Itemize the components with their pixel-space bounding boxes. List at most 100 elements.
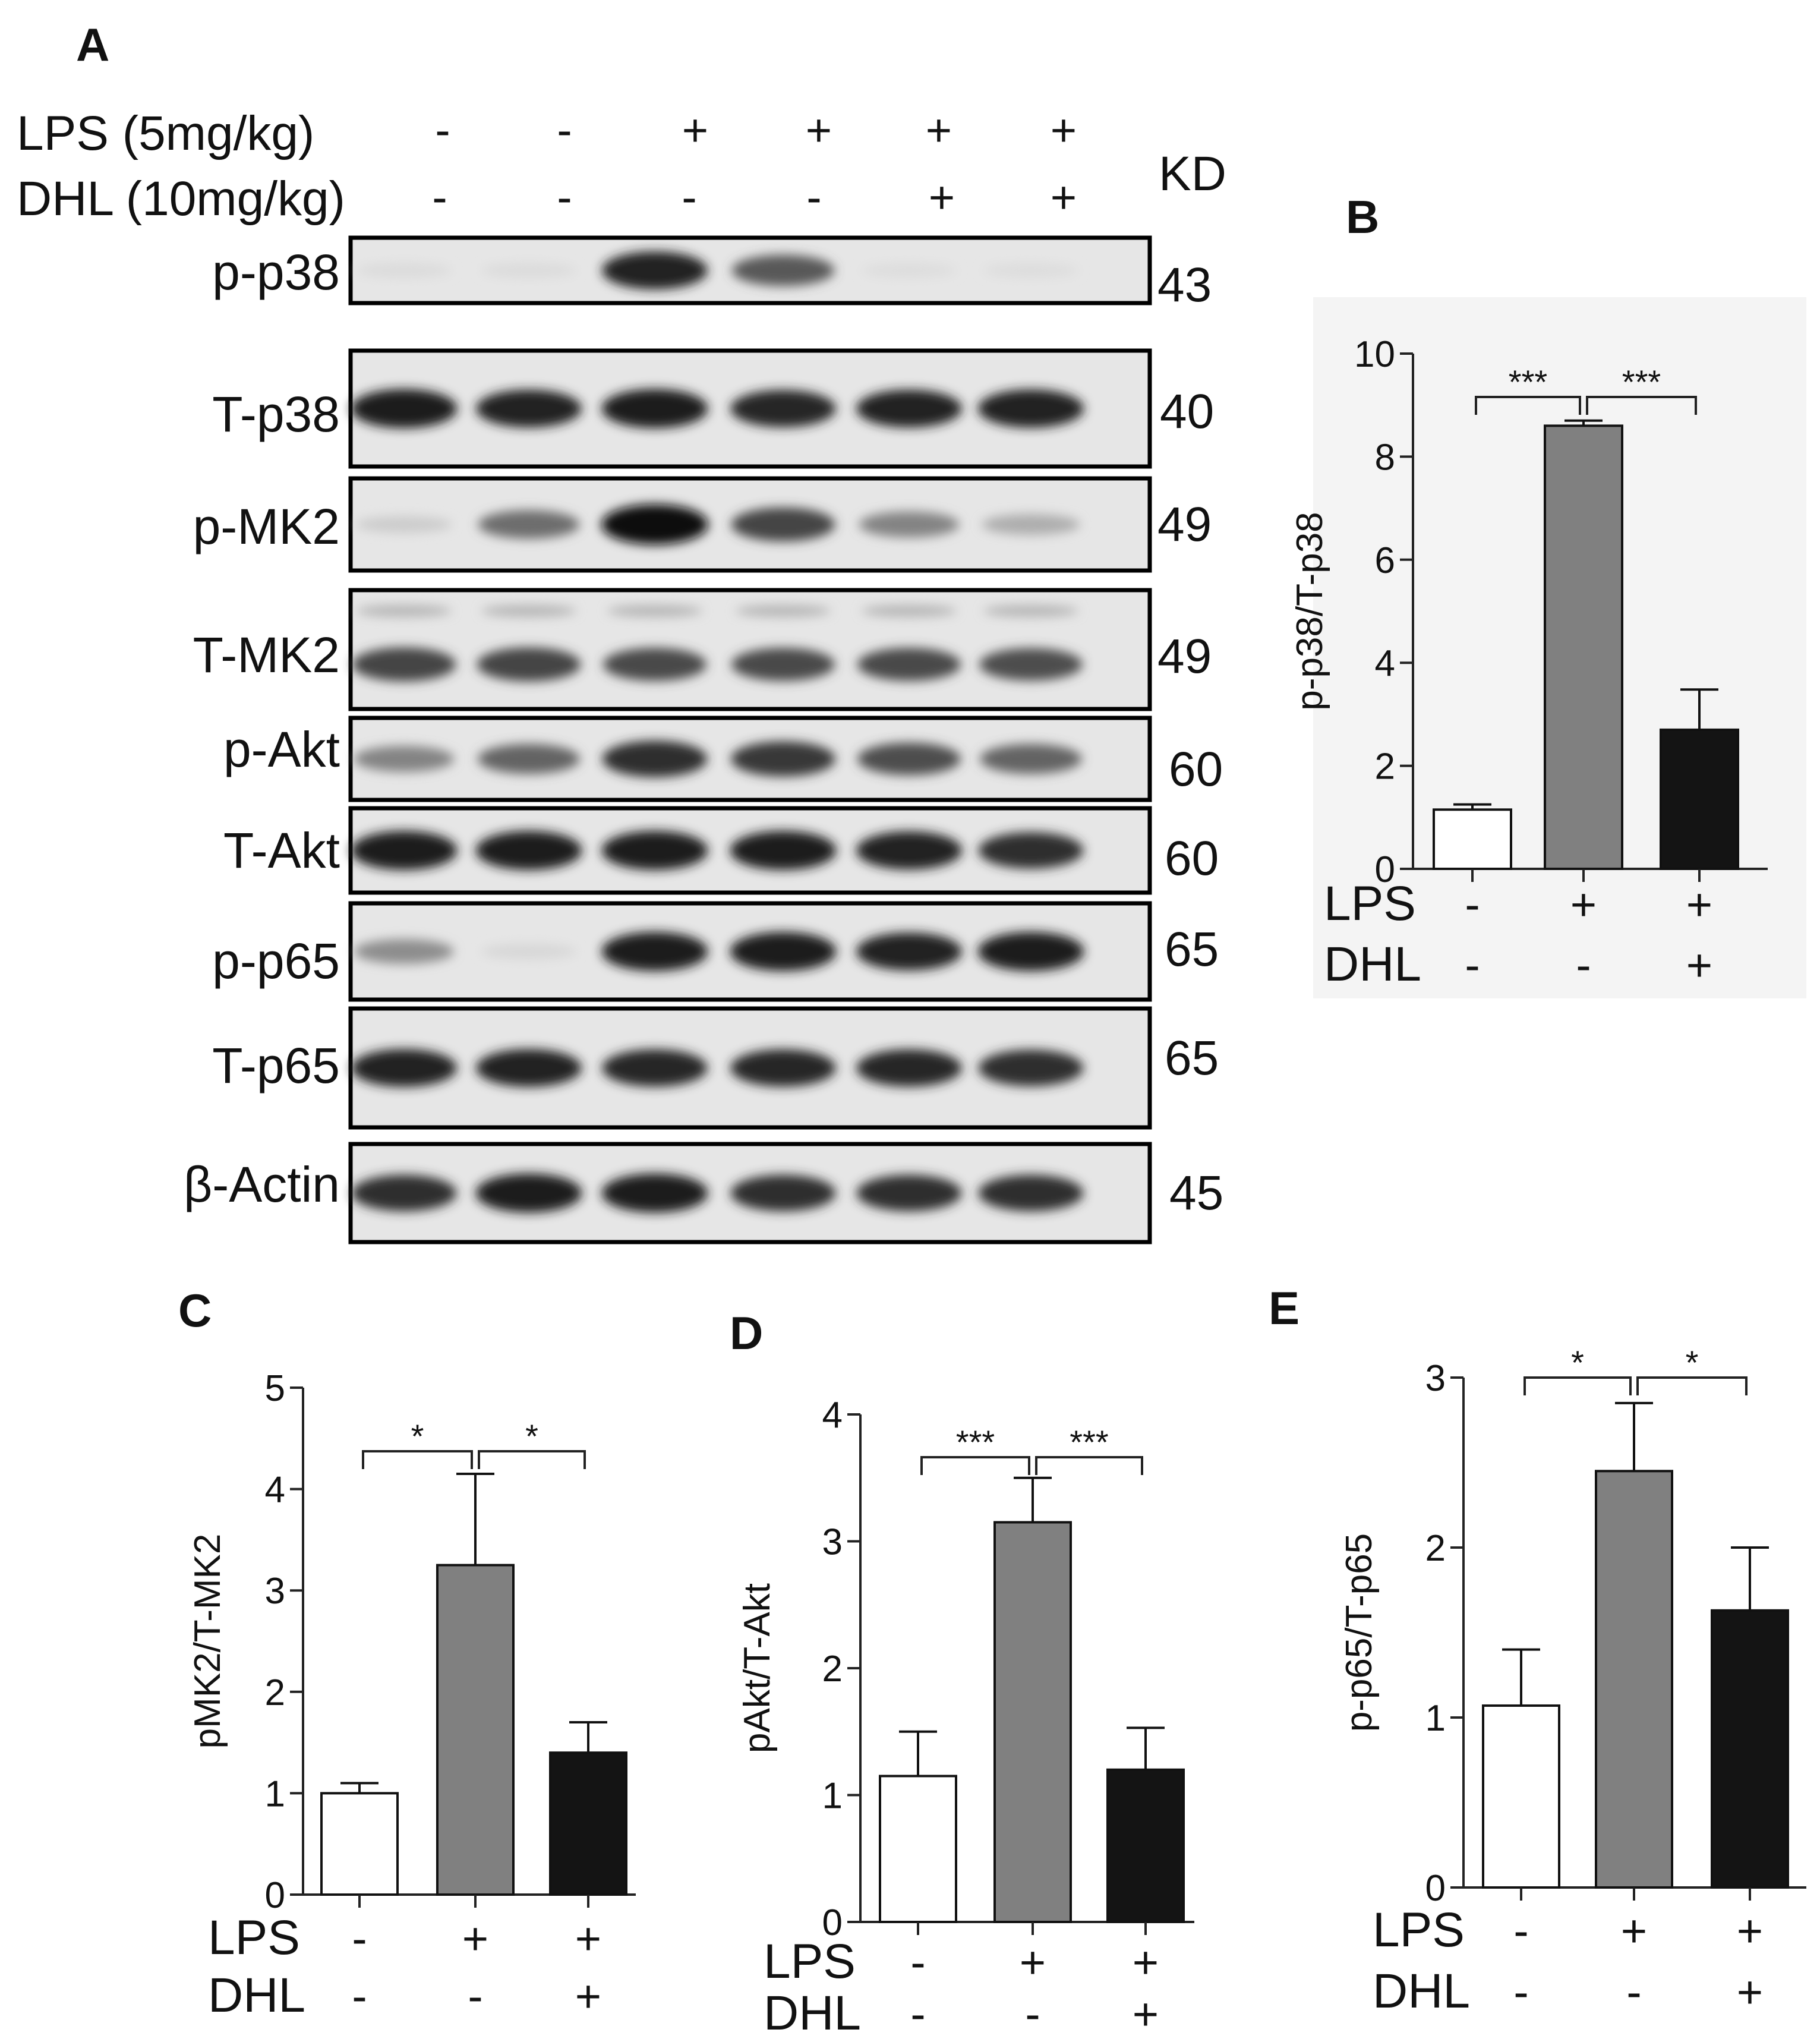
blot-band xyxy=(602,251,708,289)
blot-band xyxy=(978,832,1084,869)
lps-sign: + xyxy=(1737,1906,1763,1956)
significance-label: *** xyxy=(956,1423,995,1461)
y-tick-label: 0 xyxy=(1425,1868,1446,1909)
significance-label: *** xyxy=(1622,363,1661,401)
y-tick-label: 2 xyxy=(1425,1528,1446,1569)
blot-kd: 49 xyxy=(1157,629,1212,683)
blot-band xyxy=(601,389,708,428)
blot-band xyxy=(731,254,835,286)
dhl-row-label: DHL xyxy=(208,1968,305,2022)
significance-bracket xyxy=(1586,396,1697,415)
blot-kd: 45 xyxy=(1169,1166,1223,1220)
blot-band xyxy=(730,1174,836,1212)
blot-band xyxy=(856,389,962,428)
lps-sign: + xyxy=(926,105,952,156)
lps-sign: - xyxy=(910,1937,925,1988)
y-tick-label: 0 xyxy=(1375,849,1395,890)
dhl-sign: + xyxy=(575,1971,601,2022)
dhl-sign: + xyxy=(1051,172,1077,223)
kd-header: KD xyxy=(1159,147,1226,201)
blot-band-upper xyxy=(607,605,702,617)
blot-row: p-MK2 49 xyxy=(193,476,1212,573)
significance-bracket xyxy=(478,1450,586,1469)
blot-band xyxy=(477,647,581,682)
bar xyxy=(1660,728,1739,871)
y-tick-label: 8 xyxy=(1375,437,1395,478)
panel-b-letter: B xyxy=(1346,191,1379,243)
lps-sign: - xyxy=(352,1914,367,1964)
dhl-sign: - xyxy=(806,172,821,223)
blot-band xyxy=(601,1173,708,1213)
lps-sign: - xyxy=(1465,880,1480,930)
lps-row-label: LPS xyxy=(1324,877,1416,931)
blot-band xyxy=(730,390,836,427)
western-blots: p-p38 43T-p38 40p-MK2 49T-MK2 49p-Akt 60T-Akt… xyxy=(184,235,1223,1244)
panel-e-chart: E 0 1 2 3 p-p65/T-p65 - - + - + + LPS DHL * * xyxy=(1269,1282,1806,2018)
blot-band xyxy=(475,1173,582,1213)
blot-label: T-MK2 xyxy=(193,627,340,683)
y-tick-label: 3 xyxy=(1425,1358,1446,1399)
dhl-sign-row: - - - - + + xyxy=(432,172,1077,223)
lps-sign: - xyxy=(557,105,572,156)
blot-band xyxy=(478,743,580,774)
significance-label: * xyxy=(1571,1344,1584,1381)
blot-label: p-Akt xyxy=(223,721,340,777)
blot-band-upper xyxy=(736,605,831,617)
dhl-sign: - xyxy=(468,1971,482,2022)
blot-band xyxy=(601,932,708,971)
blot-band xyxy=(731,508,835,541)
blot-band xyxy=(979,648,1083,681)
bar xyxy=(1482,1704,1560,1889)
lps-sign: - xyxy=(435,105,450,156)
y-axis-label: p-p65/T-p65 xyxy=(1339,1533,1380,1732)
dhl-sign: - xyxy=(1576,940,1591,991)
blot-band xyxy=(351,1049,457,1087)
blot-band xyxy=(356,263,452,278)
lps-sign: + xyxy=(575,1914,601,1964)
blot-band xyxy=(601,831,708,870)
y-tick-label: 3 xyxy=(265,1571,285,1612)
blot-band xyxy=(856,831,963,870)
blot-band xyxy=(356,516,452,533)
significance-bracket xyxy=(1035,1456,1143,1475)
bar xyxy=(1433,808,1512,871)
blot-band xyxy=(475,831,582,870)
y-tick-label: 6 xyxy=(1375,540,1395,581)
blot-band-upper xyxy=(983,605,1078,617)
dhl-sign: - xyxy=(432,172,447,223)
blot-band xyxy=(352,647,456,682)
blot-band xyxy=(857,742,961,776)
blot-band xyxy=(856,1049,962,1087)
blot-band-upper xyxy=(357,605,452,617)
blot-label: p-p38 xyxy=(212,244,340,300)
bar xyxy=(1106,1768,1185,1924)
panel-c-letter: C xyxy=(178,1284,212,1337)
dhl-sign: - xyxy=(1626,1967,1641,2018)
lps-sign: + xyxy=(1686,880,1712,930)
blot-band xyxy=(603,648,707,681)
dhl-row-label: DHL xyxy=(1373,1964,1470,2018)
blot-band xyxy=(978,1174,1084,1212)
blot-label: T-p38 xyxy=(212,386,340,442)
significance-label: * xyxy=(411,1417,424,1455)
blot-band xyxy=(601,504,708,545)
bar xyxy=(879,1775,957,1924)
blot-band xyxy=(730,1049,836,1087)
dhl-sign: - xyxy=(352,1971,367,2022)
blot-label: T-p65 xyxy=(212,1038,340,1094)
lps-sign: + xyxy=(682,105,708,156)
y-tick-label: 3 xyxy=(822,1522,843,1563)
blot-band xyxy=(856,932,962,970)
blot-band xyxy=(977,932,1084,971)
blot-band-upper xyxy=(481,605,576,617)
panel-b-chart: B 0 2 4 6 8 10 p-p38/T-p38 - - + - + + LPS DHL *** *** xyxy=(1289,191,1806,998)
dhl-sign: - xyxy=(910,1989,925,2040)
dhl-sign: + xyxy=(1686,940,1712,991)
dhl-sign: - xyxy=(1465,940,1480,991)
y-tick-label: 2 xyxy=(1375,746,1395,787)
lps-sign: - xyxy=(1513,1906,1528,1956)
dhl-sign: - xyxy=(557,172,572,223)
dhl-row-label: DHL xyxy=(1324,937,1421,991)
blot-band-upper xyxy=(862,605,957,617)
